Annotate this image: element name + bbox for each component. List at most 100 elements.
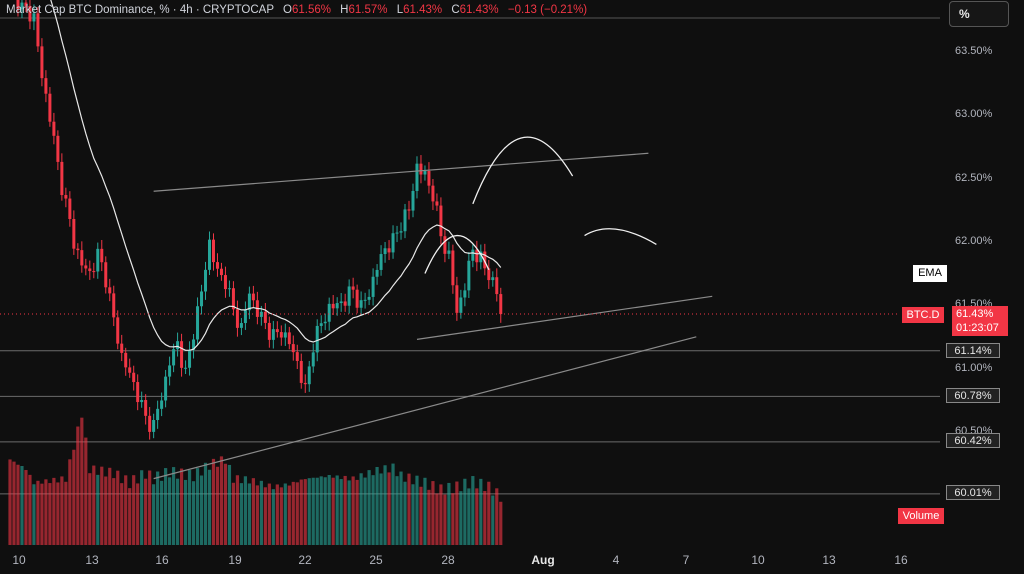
volume-bar [439, 484, 443, 545]
percent-scale-button[interactable]: % [949, 1, 1009, 27]
time-tick: Aug [531, 553, 555, 567]
volume-bar [104, 476, 108, 545]
candle-body [243, 310, 247, 324]
last-price: 61.43% [956, 308, 994, 320]
candle-body [136, 382, 140, 403]
candle-body [40, 46, 44, 79]
candle-body [152, 420, 156, 432]
candle-body [411, 190, 415, 211]
candle-body [211, 239, 215, 263]
level-label[interactable]: 60.42% [946, 433, 1000, 448]
volume-bar [16, 464, 20, 545]
candle-body [395, 232, 399, 234]
candle-body [48, 93, 52, 122]
volume-bar [191, 481, 196, 545]
low-value: 61.43% [403, 4, 443, 16]
candle-body [200, 291, 204, 307]
volume-bar [255, 485, 259, 545]
candle-body [72, 219, 76, 249]
volume-bar [52, 477, 56, 545]
volume-bar [399, 471, 403, 545]
volume-bar [275, 484, 279, 545]
level-label[interactable]: 61.14% [946, 343, 1000, 358]
candle-body [383, 248, 387, 255]
candle-body [363, 299, 367, 301]
candle-body [176, 341, 180, 350]
candle-body [483, 251, 487, 269]
candle-body [431, 185, 435, 202]
volume-bar [211, 458, 216, 545]
level-label[interactable]: 60.78% [946, 388, 1000, 403]
volume-bar [20, 465, 24, 545]
symbol-title: Market Cap BTC Dominance, % · 4h · CRYPT… [6, 4, 274, 16]
candle-body [339, 301, 343, 304]
candle-body [64, 195, 68, 199]
candle-body [287, 332, 291, 345]
volume-bar [351, 476, 355, 545]
volume-bar [92, 465, 96, 545]
trend-line [153, 336, 697, 480]
candle-body [367, 296, 371, 300]
volume-bar [251, 478, 255, 545]
time-tick: 16 [894, 553, 908, 567]
volume-bar [76, 426, 80, 545]
candle-body [407, 209, 411, 211]
volume-bar [116, 470, 120, 545]
volume-bar [411, 484, 415, 545]
volume-bar [32, 484, 36, 545]
candle-body [455, 285, 459, 313]
volume-bar [339, 479, 343, 545]
candle-body [359, 300, 363, 308]
high-label: H [340, 4, 349, 16]
volume-bar [303, 479, 307, 545]
volume-bar [379, 473, 383, 545]
price-tick: 62.00% [955, 235, 993, 247]
volume-bar [175, 478, 180, 545]
time-tick: 13 [85, 553, 99, 567]
candle-body [227, 288, 231, 290]
volume-bar [164, 468, 168, 545]
volume-bar [431, 481, 435, 545]
level-label[interactable]: 60.01% [946, 485, 1000, 500]
volume-bar [199, 475, 204, 545]
candle-body [16, 0, 20, 10]
volume-bar [355, 479, 359, 545]
volume-bar [471, 476, 475, 545]
volume-bar [403, 481, 407, 545]
candle-body [204, 269, 208, 292]
volume-bar [259, 480, 263, 545]
volume-bar [447, 482, 451, 545]
candle-body [491, 277, 495, 281]
time-tick: 19 [228, 553, 242, 567]
volume-bar [231, 482, 236, 545]
candle-body [291, 344, 295, 353]
volume-bar [84, 437, 88, 545]
volume-bar [144, 478, 148, 545]
volume-bar [179, 468, 184, 545]
volume-bar [475, 488, 479, 545]
time-tick: 25 [369, 553, 383, 567]
volume-bar [467, 488, 471, 545]
volume-bar [283, 483, 287, 545]
candle-body [399, 231, 403, 233]
candle-body [415, 163, 419, 191]
candle-body [387, 248, 391, 253]
price-tick: 62.50% [955, 172, 993, 184]
volume-bar [343, 475, 347, 545]
ema-indicator-label[interactable]: EMA [913, 265, 947, 282]
time-tick: 4 [612, 553, 620, 567]
candle-body [475, 249, 479, 263]
volume-bar [100, 466, 104, 545]
candle-body [231, 288, 235, 310]
candle-body [371, 276, 375, 297]
volume-bar [327, 474, 331, 545]
volume-bar [395, 476, 399, 545]
volume-bar [383, 465, 387, 545]
candle-body [303, 382, 307, 385]
candle-body [144, 400, 148, 416]
volume-bar [235, 475, 240, 545]
volume-bar [219, 456, 224, 545]
candle-body [479, 251, 483, 263]
volume-bar [407, 473, 411, 545]
